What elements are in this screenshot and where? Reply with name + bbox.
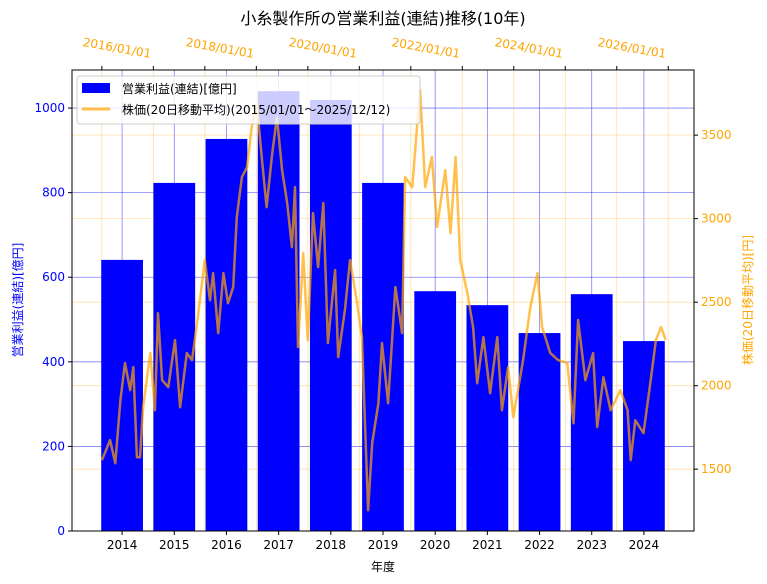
x-tick-label-top: 2018/01/01 — [185, 35, 256, 61]
x-tick-label-bottom: 2014 — [107, 538, 138, 552]
y-tick-label-right: 2000 — [701, 379, 732, 393]
x-tick-label-bottom: 2019 — [368, 538, 399, 552]
y-tick-label-right: 3000 — [701, 212, 732, 226]
y-tick-label-left: 400 — [42, 355, 65, 369]
x-tick-label-bottom: 2024 — [629, 538, 660, 552]
legend-bar-swatch — [82, 83, 110, 93]
legend-box — [76, 75, 421, 125]
x-tick-label-bottom: 2023 — [576, 538, 607, 552]
y-tick-label-left: 200 — [42, 439, 65, 453]
x-tick-label-top: 2016/01/01 — [82, 35, 153, 61]
y-tick-label-right: 3500 — [701, 128, 732, 142]
legend: 営業利益(連結)[億円] 株価(20日移動平均)(2015/01/01～2025… — [76, 75, 421, 125]
y-tick-label-right: 1500 — [701, 462, 732, 476]
legend-bar-label: 営業利益(連結)[億円] — [122, 82, 237, 96]
x-tick-label-top: 2024/01/01 — [494, 35, 565, 61]
y-tick-label-left: 800 — [42, 186, 65, 200]
x-tick-label-bottom: 2021 — [472, 538, 503, 552]
x-tick-label-bottom: 2017 — [263, 538, 294, 552]
y-tick-label-left: 0 — [57, 524, 65, 538]
x-tick-label-bottom: 2015 — [159, 538, 190, 552]
bar-2016 — [205, 138, 248, 531]
bar-2017 — [257, 91, 300, 531]
y-tick-label-right: 2500 — [701, 295, 732, 309]
x-tick-label-bottom: 2020 — [420, 538, 451, 552]
y-axis-label-left: 営業利益(連結)[億円] — [11, 243, 25, 358]
bar-2020 — [414, 291, 457, 531]
x-axis-label: 年度 — [371, 559, 395, 574]
chart-title: 小糸製作所の営業利益(連結)推移(10年) — [240, 9, 525, 28]
price-line-group — [100, 88, 667, 512]
x-tick-label-top: 2020/01/01 — [288, 35, 359, 61]
x-tick-label-bottom: 2022 — [524, 538, 555, 552]
x-tick-label-bottom: 2018 — [316, 538, 347, 552]
y-tick-label-left: 600 — [42, 270, 65, 284]
x-tick-label-top: 2026/01/01 — [597, 35, 668, 61]
bar-2022 — [518, 333, 561, 531]
y-axis-label-right: 株価(20日移動平均)[円] — [740, 235, 755, 365]
legend-line-label: 株価(20日移動平均)(2015/01/01～2025/12/12) — [122, 102, 390, 117]
x-tick-label-bottom: 2016 — [211, 538, 242, 552]
price-line — [100, 88, 667, 512]
y-tick-label-left: 1000 — [34, 101, 65, 115]
x-tick-label-top: 2022/01/01 — [391, 35, 462, 61]
